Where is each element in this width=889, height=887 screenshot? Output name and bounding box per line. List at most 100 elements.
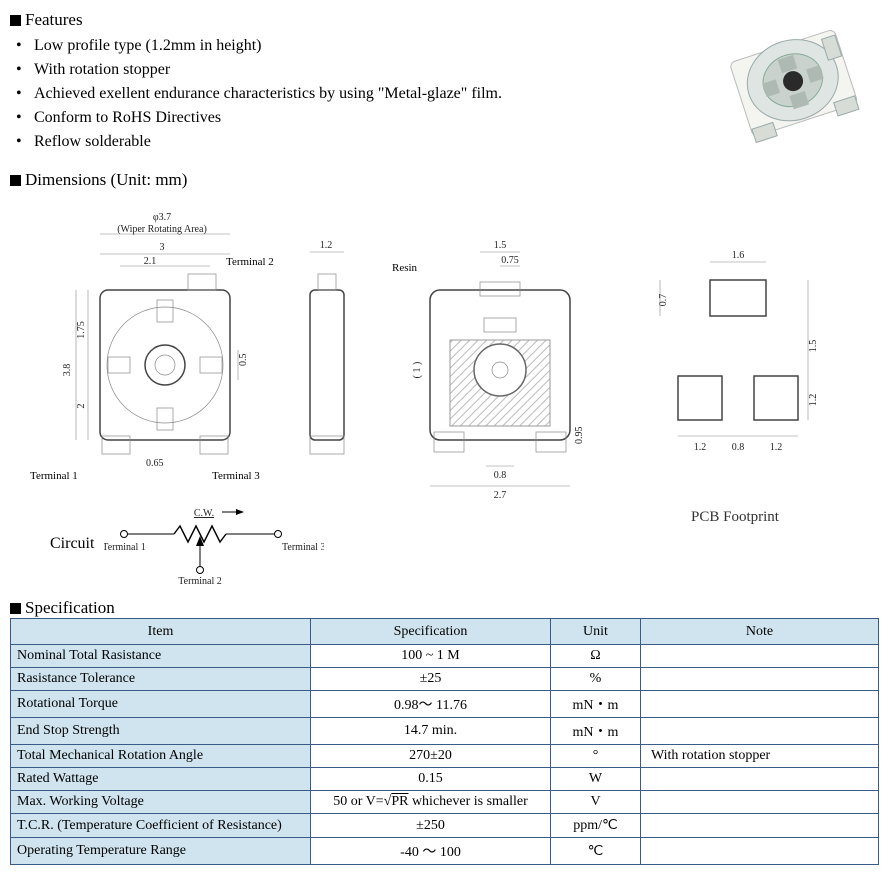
- svg-text:0.8: 0.8: [494, 470, 507, 481]
- terminal-2-label: Terminal 2: [226, 256, 274, 268]
- spec-header-row: Item Specification Unit Note: [11, 619, 879, 645]
- svg-text:2: 2: [76, 404, 87, 409]
- spec-item: Max. Working Voltage: [11, 791, 311, 814]
- spec-unit: V: [551, 791, 641, 814]
- circuit-label: Circuit: [50, 535, 94, 553]
- col-item: Item: [11, 619, 311, 645]
- col-spec: Specification: [311, 619, 551, 645]
- spec-value: 270±20: [311, 745, 551, 768]
- spec-note: [641, 768, 879, 791]
- spec-unit: °: [551, 745, 641, 768]
- feature-item: Low profile type (1.2mm in height): [34, 34, 502, 58]
- svg-text:Terminal 1: Terminal 1: [104, 542, 146, 553]
- svg-text:1.6: 1.6: [732, 250, 745, 261]
- svg-text:1.5: 1.5: [494, 240, 507, 251]
- spec-row: End Stop Strength14.7 min.mN・m: [11, 718, 879, 745]
- svg-text:0.5: 0.5: [238, 354, 249, 367]
- spec-unit: %: [551, 668, 641, 691]
- dimensions-heading-text: Dimensions (Unit: mm): [25, 170, 187, 190]
- svg-text:1.2: 1.2: [320, 240, 333, 251]
- spec-note: [641, 791, 879, 814]
- spec-table: Item Specification Unit Note Nominal Tot…: [10, 618, 879, 865]
- terminal-1-label: Terminal 1: [30, 470, 78, 482]
- spec-note: [641, 814, 879, 838]
- spec-value: 0.98～ 11.76: [311, 691, 551, 718]
- spec-value: ±25: [311, 668, 551, 691]
- svg-text:1.2: 1.2: [808, 394, 819, 407]
- svg-text:C.W.: C.W.: [194, 508, 214, 519]
- spec-value: 14.7 min.: [311, 718, 551, 745]
- svg-text:Terminal 2: Terminal 2: [179, 576, 222, 584]
- svg-text:1.75: 1.75: [76, 321, 87, 339]
- svg-text:0.75: 0.75: [501, 255, 519, 266]
- svg-text:1.5: 1.5: [808, 340, 819, 353]
- feature-item: With rotation stopper: [34, 58, 502, 82]
- front-view-drawing: φ3.7 (Wiper Rotating Area) 3 2.1 3.8 1.7…: [30, 200, 270, 500]
- spec-row: Total Mechanical Rotation Angle270±20°Wi…: [11, 745, 879, 768]
- svg-text:φ3.7: φ3.7: [153, 212, 171, 223]
- spec-row: T.C.R. (Temperature Coefficient of Resis…: [11, 814, 879, 838]
- spec-unit: mN・m: [551, 718, 641, 745]
- spec-tbody: Nominal Total Rasistance100 ~ 1 MΩRasist…: [11, 645, 879, 865]
- col-unit: Unit: [551, 619, 641, 645]
- svg-text:(Wiper Rotating Area): (Wiper Rotating Area): [117, 224, 207, 235]
- spec-note: With rotation stopper: [641, 745, 879, 768]
- spec-value: 100 ~ 1 M: [311, 645, 551, 668]
- spec-item: T.C.R. (Temperature Coefficient of Resis…: [11, 814, 311, 838]
- features-block: Features Low profile type (1.2mm in heig…: [10, 4, 502, 164]
- square-bullet-icon: [10, 175, 21, 186]
- spec-unit: mN・m: [551, 691, 641, 718]
- svg-text:3: 3: [160, 242, 165, 253]
- spec-value: 50 or V=√PR whichever is smaller: [311, 791, 551, 814]
- top-row: Features Low profile type (1.2mm in heig…: [10, 4, 879, 164]
- svg-text:( 1 ): ( 1 ): [412, 362, 423, 379]
- side-view-drawing: 1.2: [290, 200, 360, 500]
- product-photo: [719, 6, 869, 156]
- resin-label: Resin: [392, 262, 417, 274]
- square-bullet-icon: [10, 15, 21, 26]
- svg-text:0.8: 0.8: [732, 442, 745, 453]
- circuit-schematic: C.W. Terminal 1 Terminal 3 Terminal 2: [104, 504, 324, 584]
- spec-note: [641, 838, 879, 865]
- features-list: Low profile type (1.2mm in height) With …: [10, 34, 502, 154]
- spec-item: Rated Wattage: [11, 768, 311, 791]
- pcb-footprint-caption: PCB Footprint: [630, 509, 840, 526]
- svg-text:Terminal 3: Terminal 3: [282, 542, 324, 553]
- spec-note: [641, 668, 879, 691]
- svg-text:2.1: 2.1: [144, 256, 157, 267]
- spec-row: Rasistance Tolerance±25%: [11, 668, 879, 691]
- spec-item: Rasistance Tolerance: [11, 668, 311, 691]
- spec-item: End Stop Strength: [11, 718, 311, 745]
- svg-text:1.2: 1.2: [694, 442, 707, 453]
- svg-text:3.8: 3.8: [62, 364, 73, 377]
- spec-unit: W: [551, 768, 641, 791]
- feature-item: Reflow solderable: [34, 130, 502, 154]
- spec-value: ±250: [311, 814, 551, 838]
- spec-unit: ppm/℃: [551, 814, 641, 838]
- spec-unit: Ω: [551, 645, 641, 668]
- spec-heading: Specification: [10, 598, 879, 618]
- svg-text:0.65: 0.65: [146, 458, 164, 469]
- square-bullet-icon: [10, 603, 21, 614]
- svg-text:0.95: 0.95: [574, 427, 585, 445]
- svg-text:2.7: 2.7: [494, 490, 507, 500]
- pcb-footprint-drawing: 1.6 0.7 1.5 1.2 1.2 0.8 1.2 PCB Footprin…: [630, 200, 840, 500]
- features-heading: Features: [10, 10, 502, 30]
- terminal-3-label: Terminal 3: [212, 470, 260, 482]
- features-heading-text: Features: [25, 10, 83, 30]
- spec-unit: ℃: [551, 838, 641, 865]
- spec-note: [641, 645, 879, 668]
- spec-heading-text: Specification: [25, 598, 115, 618]
- spec-row: Rated Wattage0.15W: [11, 768, 879, 791]
- spec-note: [641, 691, 879, 718]
- feature-item: Conform to RoHS Directives: [34, 106, 502, 130]
- spec-row: Nominal Total Rasistance100 ~ 1 MΩ: [11, 645, 879, 668]
- spec-value: 0.15: [311, 768, 551, 791]
- spec-item: Rotational Torque: [11, 691, 311, 718]
- col-note: Note: [641, 619, 879, 645]
- svg-text:1.2: 1.2: [770, 442, 783, 453]
- spec-row: Operating Temperature Range-40 ～ 100℃: [11, 838, 879, 865]
- svg-text:0.7: 0.7: [658, 294, 669, 307]
- spec-item: Nominal Total Rasistance: [11, 645, 311, 668]
- spec-value: -40 ～ 100: [311, 838, 551, 865]
